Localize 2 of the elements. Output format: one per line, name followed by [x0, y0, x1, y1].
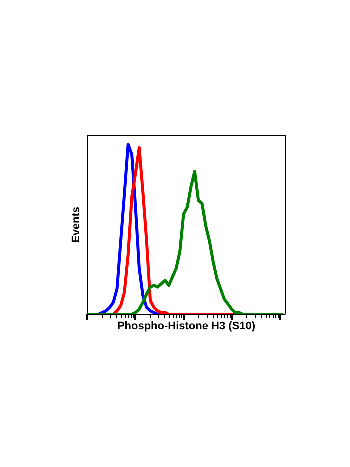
y-axis-title: Events [70, 206, 82, 244]
x-axis-title: Phospho-Histone H3 (S10) [117, 320, 256, 332]
